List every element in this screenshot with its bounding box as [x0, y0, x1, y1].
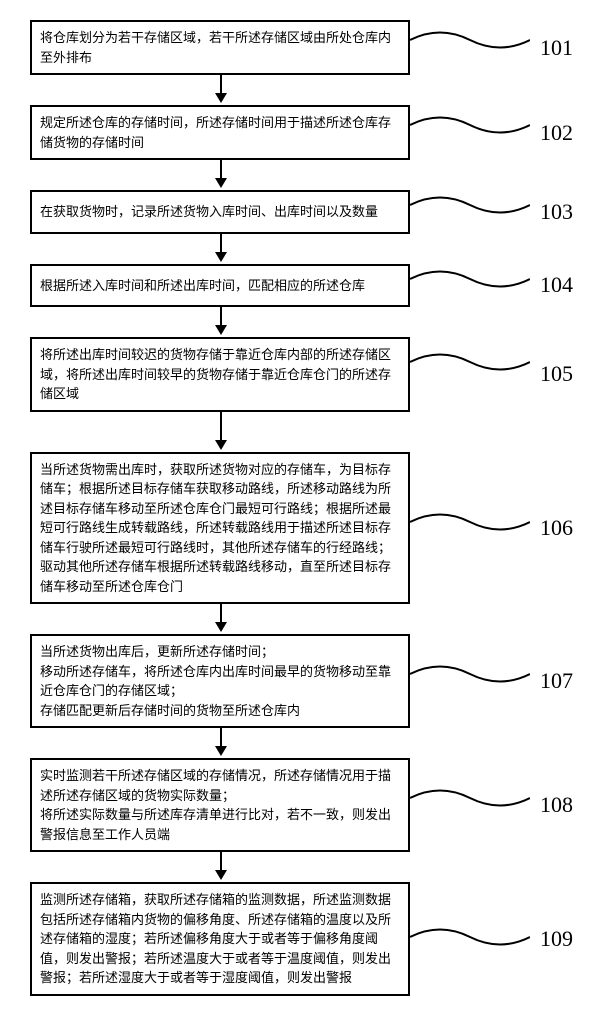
- arrow-head-icon: [215, 93, 227, 103]
- arrow-head-icon: [215, 440, 227, 450]
- step-text: 监测所述存储箱，获取所述存储箱的监测数据，所述监测数据包括所述存储箱内货物的偏移…: [40, 892, 391, 985]
- arrow-head-icon: [215, 252, 227, 262]
- step-box: 当所述货物出库后，更新所述存储时间； 移动所述存储车，将所述仓库内出库时间最早的…: [30, 634, 410, 728]
- curve-connector-icon: [410, 788, 530, 808]
- step-label: 103: [540, 199, 573, 225]
- step-box: 根据所述入库时间和所述出库时间，匹配相应的所述仓库: [30, 264, 410, 308]
- step-text: 根据所述入库时间和所述出库时间，匹配相应的所述仓库: [40, 278, 365, 293]
- step-box: 将所述出库时间较迟的货物存储于靠近仓库内部的所述存储区域，将所述出库时间较早的货…: [30, 337, 410, 412]
- step-label: 106: [540, 515, 573, 541]
- arrow-connector: [10, 728, 593, 758]
- step-104: 根据所述入库时间和所述出库时间，匹配相应的所述仓库 104: [10, 264, 593, 308]
- step-109: 监测所述存储箱，获取所述存储箱的监测数据，所述监测数据包括所述存储箱内货物的偏移…: [10, 882, 593, 996]
- curve-connector-icon: [410, 512, 530, 532]
- step-box: 在获取货物时，记录所述货物入库时间、出库时间以及数量: [30, 190, 410, 234]
- curve-connector-icon: [410, 195, 530, 215]
- step-102: 规定所述仓库的存储时间，所述存储时间用于描述所述仓库存储货物的存储时间 102: [10, 105, 593, 160]
- step-106: 当所述货物需出库时，获取所述货物对应的存储车，为目标存储车；根据所述目标存储车获…: [10, 452, 593, 605]
- arrow-connector: [10, 307, 593, 337]
- step-box: 将仓库划分为若干存储区域，若干所述存储区域由所处仓库内至外排布: [30, 20, 410, 75]
- arrow-connector: [10, 412, 593, 452]
- curve-connector-icon: [410, 927, 530, 947]
- arrow-head-icon: [215, 622, 227, 632]
- arrow-connector: [10, 234, 593, 264]
- step-label: 108: [540, 792, 573, 818]
- curve-connector-icon: [410, 352, 530, 372]
- step-text: 当所述货物出库后，更新所述存储时间； 移动所述存储车，将所述仓库内出库时间最早的…: [40, 644, 391, 718]
- curve-connector-icon: [410, 269, 530, 289]
- step-text: 当所述货物需出库时，获取所述货物对应的存储车，为目标存储车；根据所述目标存储车获…: [40, 462, 391, 594]
- arrow-head-icon: [215, 325, 227, 335]
- arrow-connector: [10, 852, 593, 882]
- step-text: 将仓库划分为若干存储区域，若干所述存储区域由所处仓库内至外排布: [40, 30, 391, 65]
- arrow-connector: [10, 160, 593, 190]
- step-label: 105: [540, 361, 573, 387]
- arrow-head-icon: [215, 746, 227, 756]
- step-label: 101: [540, 35, 573, 61]
- curve-connector-icon: [410, 30, 530, 50]
- step-103: 在获取货物时，记录所述货物入库时间、出库时间以及数量 103: [10, 190, 593, 234]
- arrow-head-icon: [215, 870, 227, 880]
- step-107: 当所述货物出库后，更新所述存储时间； 移动所述存储车，将所述仓库内出库时间最早的…: [10, 634, 593, 728]
- step-108: 实时监测若干所述存储区域的存储情况，所述存储情况用于描述所述存储区域的货物实际数…: [10, 758, 593, 852]
- step-text: 规定所述仓库的存储时间，所述存储时间用于描述所述仓库存储货物的存储时间: [40, 115, 391, 150]
- curve-connector-icon: [410, 115, 530, 135]
- step-box: 实时监测若干所述存储区域的存储情况，所述存储情况用于描述所述存储区域的货物实际数…: [30, 758, 410, 852]
- arrow-head-icon: [215, 178, 227, 188]
- step-text: 实时监测若干所述存储区域的存储情况，所述存储情况用于描述所述存储区域的货物实际数…: [40, 768, 391, 842]
- step-label: 104: [540, 272, 573, 298]
- step-text: 将所述出库时间较迟的货物存储于靠近仓库内部的所述存储区域，将所述出库时间较早的货…: [40, 347, 391, 401]
- step-105: 将所述出库时间较迟的货物存储于靠近仓库内部的所述存储区域，将所述出库时间较早的货…: [10, 337, 593, 412]
- curve-connector-icon: [410, 664, 530, 684]
- flowchart-container: 将仓库划分为若干存储区域，若干所述存储区域由所处仓库内至外排布 101 规定所述…: [10, 20, 593, 996]
- step-label: 102: [540, 120, 573, 146]
- step-box: 监测所述存储箱，获取所述存储箱的监测数据，所述监测数据包括所述存储箱内货物的偏移…: [30, 882, 410, 996]
- arrow-connector: [10, 75, 593, 105]
- step-box: 当所述货物需出库时，获取所述货物对应的存储车，为目标存储车；根据所述目标存储车获…: [30, 452, 410, 605]
- step-label: 109: [540, 926, 573, 952]
- step-box: 规定所述仓库的存储时间，所述存储时间用于描述所述仓库存储货物的存储时间: [30, 105, 410, 160]
- step-label: 107: [540, 668, 573, 694]
- step-text: 在获取货物时，记录所述货物入库时间、出库时间以及数量: [40, 204, 378, 219]
- arrow-connector: [10, 604, 593, 634]
- step-101: 将仓库划分为若干存储区域，若干所述存储区域由所处仓库内至外排布 101: [10, 20, 593, 75]
